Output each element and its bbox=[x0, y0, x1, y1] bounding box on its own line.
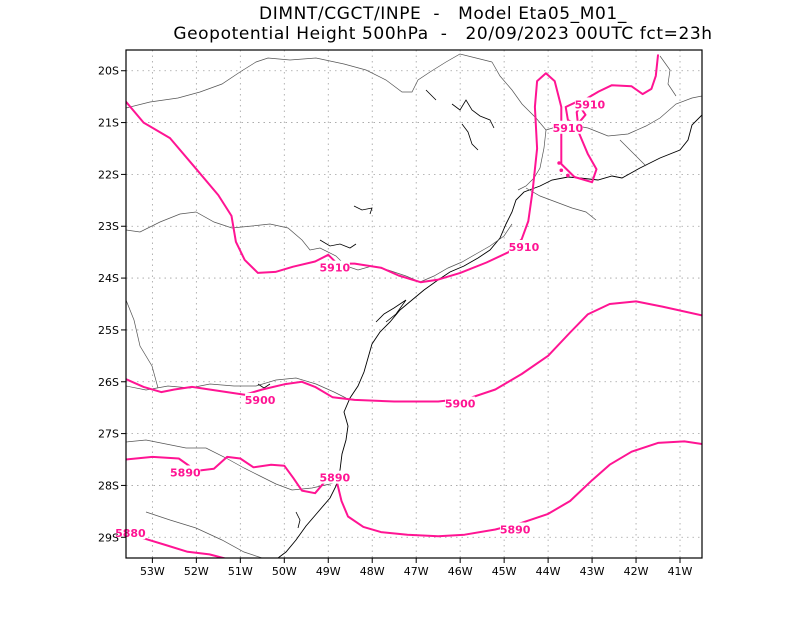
contour-label-bg bbox=[319, 260, 350, 274]
lon-tick-label: 52W bbox=[184, 565, 209, 578]
border-ms-sp bbox=[126, 53, 493, 109]
reservoir bbox=[461, 123, 479, 151]
border-mg-es bbox=[659, 55, 677, 97]
contour-label-bg bbox=[115, 526, 146, 540]
contour-blob-5910 bbox=[566, 173, 570, 178]
coastline bbox=[277, 114, 702, 558]
lon-tick-label: 48W bbox=[360, 565, 385, 578]
border-rj-sp bbox=[525, 187, 597, 221]
contour-line-5910 bbox=[126, 54, 659, 284]
border-uruguay bbox=[145, 511, 263, 558]
border-sc-rs bbox=[126, 439, 345, 491]
contour-label: 5880 bbox=[115, 527, 146, 540]
lon-tick-label: 41W bbox=[668, 565, 693, 578]
lon-tick-label: 53W bbox=[140, 565, 165, 578]
gridlines bbox=[126, 50, 702, 558]
map-title-line-1: DIMNT/CGCT/INPE - Model Eta05_M01_ bbox=[259, 4, 627, 24]
lat-tick-label: 22S bbox=[98, 168, 119, 181]
reservoir bbox=[451, 99, 495, 129]
contour-labels: 5910 5910 5910 5910 5900 5900 5890 5890 5890 5880 bbox=[115, 97, 606, 540]
lon-tick-label: 46W bbox=[448, 565, 473, 578]
lon-tick-label: 49W bbox=[316, 565, 341, 578]
lat-tick-label: 24S bbox=[98, 272, 119, 285]
contour-label-bg bbox=[500, 522, 531, 536]
contour-label-bg bbox=[552, 120, 583, 134]
contour-blob-5910 bbox=[557, 161, 561, 165]
lon-tick-label: 50W bbox=[272, 565, 297, 578]
contour-label-bg bbox=[245, 392, 276, 406]
lon-tick-label: 42W bbox=[624, 565, 649, 578]
contour-label: 5900 bbox=[245, 394, 276, 407]
lat-tick-label: 21S bbox=[98, 117, 119, 130]
contour-label: 5890 bbox=[320, 472, 351, 485]
axis-ticks: 53W 52W 51W 50W 49W 48W 47W 46W 45W 44W 43W 42W 41W 2… bbox=[98, 65, 693, 578]
border-argentina bbox=[126, 299, 159, 389]
contour-label: 5890 bbox=[170, 466, 201, 479]
contour-label-bg bbox=[445, 396, 476, 410]
contour-label: 5910 bbox=[509, 241, 540, 254]
lat-tick-label: 29S bbox=[98, 531, 119, 544]
contour-layer bbox=[126, 54, 702, 558]
contour-label-bg bbox=[574, 97, 605, 111]
border-rj-es bbox=[619, 139, 647, 167]
lagoon bbox=[375, 299, 407, 323]
contour-label: 5890 bbox=[500, 523, 531, 536]
reservoir bbox=[353, 205, 373, 215]
contour-line-5890 bbox=[126, 440, 702, 538]
contour-label-bg bbox=[508, 239, 539, 253]
contour-label-bg bbox=[170, 465, 201, 479]
contour-blob-5910 bbox=[559, 168, 564, 173]
lon-tick-label: 44W bbox=[536, 565, 561, 578]
lon-tick-label: 43W bbox=[580, 565, 605, 578]
lagoon bbox=[295, 511, 301, 529]
reservoir bbox=[425, 89, 437, 101]
contour-label: 5900 bbox=[445, 398, 476, 411]
contour-label: 5910 bbox=[575, 98, 606, 111]
border-sp-mg-south bbox=[419, 223, 513, 283]
map-frame bbox=[125, 49, 703, 559]
lat-tick-label: 20S bbox=[98, 65, 119, 78]
lat-tick-label: 26S bbox=[98, 376, 119, 389]
lat-tick-label: 27S bbox=[98, 428, 119, 441]
contour-line-5910 bbox=[564, 100, 587, 127]
contour-label: 5910 bbox=[320, 262, 351, 275]
reservoir bbox=[319, 239, 357, 249]
lon-tick-label: 45W bbox=[492, 565, 517, 578]
geography-layer bbox=[126, 53, 702, 558]
lon-tick-label: 51W bbox=[228, 565, 253, 578]
border-pr-sc bbox=[126, 377, 347, 399]
lat-tick-label: 25S bbox=[98, 324, 119, 337]
lat-tick-label: 28S bbox=[98, 479, 119, 492]
island bbox=[257, 383, 271, 389]
contour-label: 5910 bbox=[553, 122, 584, 135]
lon-tick-label: 47W bbox=[404, 565, 429, 578]
contour-label-bg bbox=[319, 470, 350, 484]
map-title-line-2: Geopotential Height 500hPa - 20/09/2023 … bbox=[173, 24, 713, 44]
contour-line-5900 bbox=[126, 300, 702, 403]
lat-tick-label: 23S bbox=[98, 220, 119, 233]
